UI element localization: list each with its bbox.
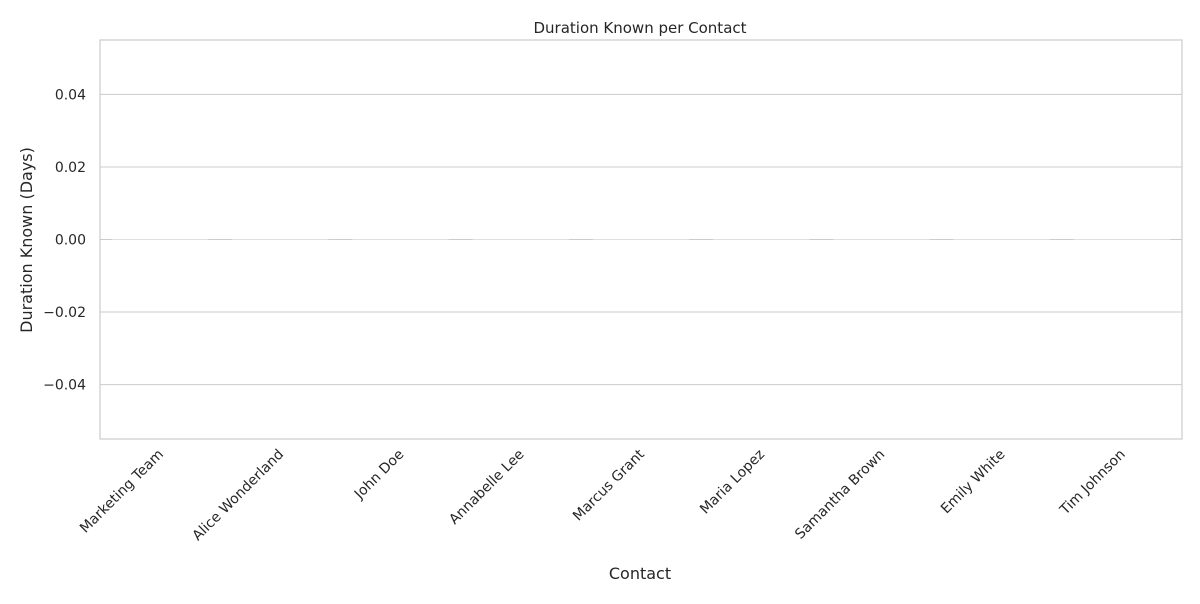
y-tick-label: 0.04 <box>55 87 86 103</box>
bar <box>352 239 449 240</box>
bar <box>713 239 810 240</box>
bar <box>472 239 569 240</box>
bar <box>953 239 1050 240</box>
x-tick-label: Annabelle Lee <box>446 447 527 528</box>
x-tick-label: Alice Wonderland <box>190 447 288 545</box>
x-tick-label: Tim Johnson <box>1056 447 1128 519</box>
x-tick-label: Samantha Brown <box>792 447 888 543</box>
bar <box>232 239 329 240</box>
bar <box>592 239 690 240</box>
x-tick-label: Emily White <box>938 447 1009 518</box>
bar <box>112 239 209 240</box>
x-tick-label: Marketing Team <box>77 447 167 537</box>
y-tick-label: 0.02 <box>55 160 86 176</box>
x-tick-label: Maria Lopez <box>697 447 768 518</box>
y-tick-label: −0.04 <box>43 378 86 394</box>
bars <box>112 239 1170 240</box>
bar <box>1073 239 1170 240</box>
x-axis-label: Contact <box>609 564 671 583</box>
y-tick-labels: −0.04 −0.02 0.00 0.02 0.04 <box>43 87 86 393</box>
x-tick-label: Marcus Grant <box>570 446 648 524</box>
chart-title: Duration Known per Contact <box>533 19 746 37</box>
x-tick-labels: Marketing Team Alice Wonderland John Doe An… <box>77 446 1129 544</box>
bar <box>833 239 930 240</box>
y-tick-label: 0.00 <box>55 233 86 249</box>
x-tick-label: John Doe <box>351 447 407 503</box>
y-tick-label: −0.02 <box>43 305 86 321</box>
plot-frame <box>99 39 1183 440</box>
y-axis-label: Duration Known (Days) <box>17 147 36 333</box>
